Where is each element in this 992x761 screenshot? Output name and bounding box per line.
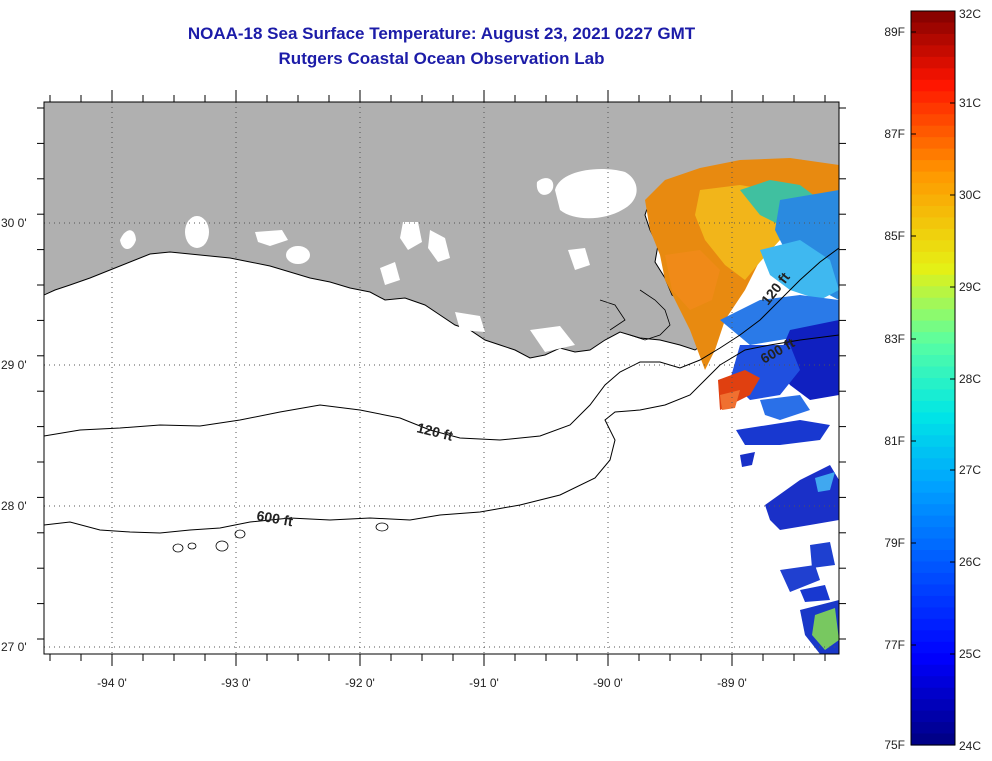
map-subtitle: Rutgers Coastal Ocean Observation Lab [278,49,605,68]
frame-ticks [37,90,846,666]
lon-label: -92 0' [345,676,375,690]
lon-label: -90 0' [593,676,623,690]
lon-label: -93 0' [221,676,251,690]
isobath-600ft [44,334,839,534]
longitude-labels: -94 0' -93 0' -92 0' -91 0' -90 0' -89 0… [97,676,747,690]
graticule [44,102,839,654]
sst-swath [645,158,839,654]
lon-label: -94 0' [97,676,127,690]
lon-label: -89 0' [717,676,747,690]
lat-label: 30 0' [1,216,27,230]
latitude-labels: 30 0' 29 0' 28 0' 27 0' [1,216,27,654]
lakes [120,169,637,352]
land-area [44,102,839,359]
lon-label: -91 0' [469,676,499,690]
isobath-120ft [44,247,839,441]
map-frame [43,101,840,655]
map-title: NOAA-18 Sea Surface Temperature: August … [187,24,696,43]
contour-label: 600 ft [255,507,294,529]
lat-label: 28 0' [1,499,27,513]
lat-label: 27 0' [1,640,27,654]
lat-label: 29 0' [1,358,27,372]
